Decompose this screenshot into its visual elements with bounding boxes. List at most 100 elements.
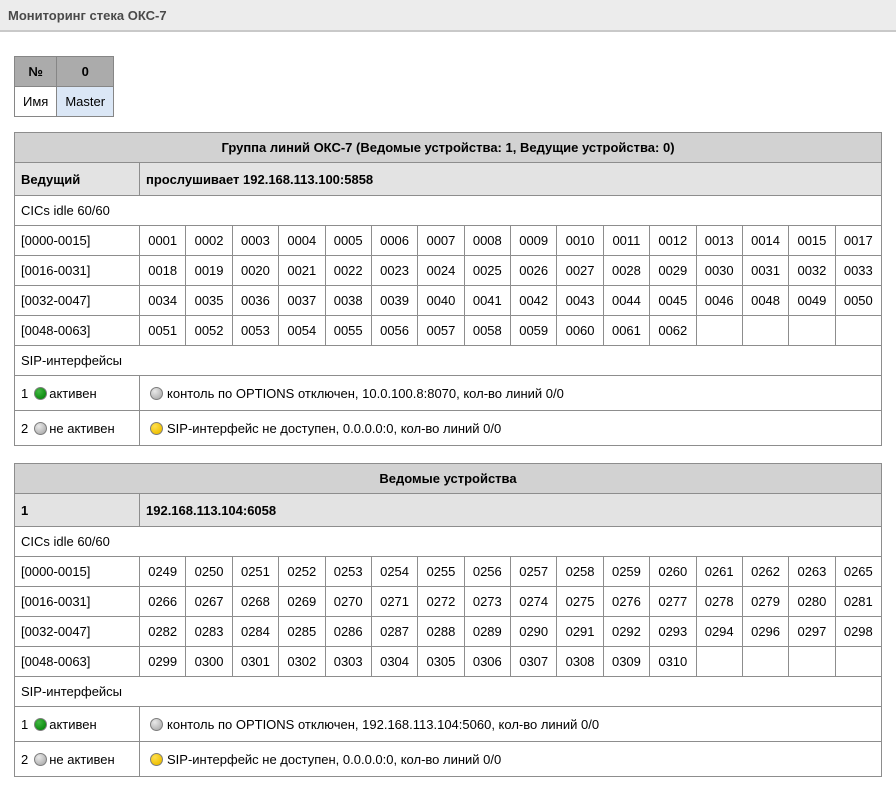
cic-range-label: [0032-0047] xyxy=(14,616,140,647)
cic-cell: 0007 xyxy=(417,225,465,256)
cic-cell: 0272 xyxy=(417,586,465,617)
cic-cell: 0038 xyxy=(324,285,372,316)
sip-status-led-icon xyxy=(150,421,163,435)
cic-cell: 0004 xyxy=(278,225,326,256)
cic-cell xyxy=(695,315,743,346)
cic-cell xyxy=(741,646,790,677)
cic-cell xyxy=(834,646,883,677)
sip-status-text: контоль по OPTIONS отключен, 10.0.100.8:… xyxy=(167,385,564,401)
sip-status-led-icon xyxy=(150,386,163,400)
cic-cell: 0269 xyxy=(278,586,326,617)
page-title: Мониторинг стека ОКС-7 xyxy=(8,8,167,23)
cic-cell: 0250 xyxy=(185,556,233,587)
sip-interface-number: 2 xyxy=(21,420,29,436)
cic-cell: 0267 xyxy=(185,586,233,617)
cic-cell: 0298 xyxy=(834,616,883,647)
device-summary-table: № 0 Имя Master xyxy=(13,56,115,117)
cic-cell: 0024 xyxy=(417,255,465,286)
cic-cell xyxy=(695,646,743,677)
cic-cell: 0274 xyxy=(509,586,558,617)
cic-cell: 0006 xyxy=(370,225,419,256)
sip-interface-number: 1 xyxy=(21,716,29,732)
cic-cell: 0286 xyxy=(324,616,372,647)
cic-cell: 0293 xyxy=(649,616,697,647)
cic-cell: 0043 xyxy=(556,285,604,316)
cic-cell: 0054 xyxy=(278,315,326,346)
cic-cell: 0021 xyxy=(278,255,326,286)
cic-range-label: [0032-0047] xyxy=(14,285,140,316)
cic-cell: 0055 xyxy=(324,315,372,346)
cic-row: [0048-0063] 0299 0300 0301 0302 0303 0304 0305 0… xyxy=(14,646,883,677)
cic-cell: 0266 xyxy=(138,586,187,617)
device-number-row: № 0 xyxy=(13,56,115,87)
sip-row: 2 не активен SIP-интерфейс не доступен, 0… xyxy=(14,410,882,446)
cic-range-label: [0000-0015] xyxy=(14,556,140,587)
sip-state-label: не активен xyxy=(49,751,115,767)
device-name-row: Имя Master xyxy=(13,86,115,117)
sip-section-label: SIP-интерфейсы xyxy=(14,345,882,376)
sip-state-led-icon xyxy=(34,752,48,766)
cic-cell: 0297 xyxy=(788,616,836,647)
page-header: Мониторинг стека ОКС-7 xyxy=(0,0,896,32)
device-number-value: 0 xyxy=(56,56,115,87)
cic-cell: 0289 xyxy=(463,616,512,647)
cic-cell: 0282 xyxy=(138,616,187,647)
cic-cell: 0254 xyxy=(370,556,419,587)
cic-cell: 0281 xyxy=(834,586,883,617)
cic-cell: 0050 xyxy=(834,285,883,316)
cic-cell: 0019 xyxy=(185,255,233,286)
cic-cell: 0014 xyxy=(741,225,790,256)
cic-cell: 0287 xyxy=(370,616,419,647)
role-label: Ведущий xyxy=(14,162,140,196)
cic-cell xyxy=(788,315,836,346)
cic-cell: 0022 xyxy=(324,255,372,286)
cic-cell: 0044 xyxy=(602,285,651,316)
cic-cell: 0304 xyxy=(370,646,419,677)
cic-cell: 0058 xyxy=(463,315,512,346)
cic-row: [0048-0063] 0051 0052 0053 0054 0055 0056 0057 0… xyxy=(14,315,883,346)
cic-cell: 0056 xyxy=(370,315,419,346)
cic-row: [0032-0047] 0282 0283 0284 0285 0286 0287 0288 0… xyxy=(14,616,883,647)
sip-row: 2 не активен SIP-интерфейс не доступен, 0… xyxy=(14,741,882,777)
cic-cell: 0288 xyxy=(417,616,465,647)
cic-cell: 0249 xyxy=(138,556,187,587)
cic-cell: 0031 xyxy=(741,255,790,286)
cic-cell: 0025 xyxy=(463,255,512,286)
cic-cell: 0012 xyxy=(649,225,697,256)
cic-cell: 0042 xyxy=(509,285,558,316)
sip-row: 1 активен контоль по OPTIONS отключен, 19… xyxy=(14,706,882,742)
cic-cell: 0059 xyxy=(509,315,558,346)
cic-cell: 0008 xyxy=(463,225,512,256)
cic-cell: 0015 xyxy=(788,225,836,256)
cic-cell: 0039 xyxy=(370,285,419,316)
sip-state-led-icon xyxy=(34,421,48,435)
sip-interface-number: 2 xyxy=(21,751,29,767)
cic-range-label: [0000-0015] xyxy=(14,225,140,256)
cic-cell: 0053 xyxy=(231,315,280,346)
cic-cell: 0310 xyxy=(649,646,697,677)
cic-cell: 0303 xyxy=(324,646,372,677)
table-title-row: Ведомые устройства xyxy=(14,463,882,494)
cic-cell: 0257 xyxy=(509,556,558,587)
cic-cell: 0261 xyxy=(695,556,743,587)
device-name-value[interactable]: Master xyxy=(56,86,115,117)
cic-cell: 0032 xyxy=(788,255,836,286)
cic-cell: 0299 xyxy=(138,646,187,677)
cic-cell xyxy=(788,646,836,677)
cic-cell: 0023 xyxy=(370,255,419,286)
cic-cell: 0278 xyxy=(695,586,743,617)
cic-cell: 0057 xyxy=(417,315,465,346)
cic-cell: 0308 xyxy=(556,646,604,677)
cic-cell: 0026 xyxy=(509,255,558,286)
role-row: Ведущий прослушивает 192.168.113.100:585… xyxy=(14,162,882,196)
cic-cell: 0292 xyxy=(602,616,651,647)
sip-state-label: активен xyxy=(49,385,97,401)
cic-cell: 0300 xyxy=(185,646,233,677)
cic-cell: 0283 xyxy=(185,616,233,647)
cic-row: [0032-0047] 0034 0035 0036 0037 0038 0039 0040 0… xyxy=(14,285,883,316)
slave-devices-table: Ведомые устройства 1 192.168.113.104:605… xyxy=(14,463,883,777)
cic-cell: 0051 xyxy=(138,315,187,346)
cic-row: [0016-0031] 0018 0019 0020 0021 0022 0023 0024 0… xyxy=(14,255,883,286)
cic-cell: 0027 xyxy=(556,255,604,286)
cic-cell: 0029 xyxy=(649,255,697,286)
